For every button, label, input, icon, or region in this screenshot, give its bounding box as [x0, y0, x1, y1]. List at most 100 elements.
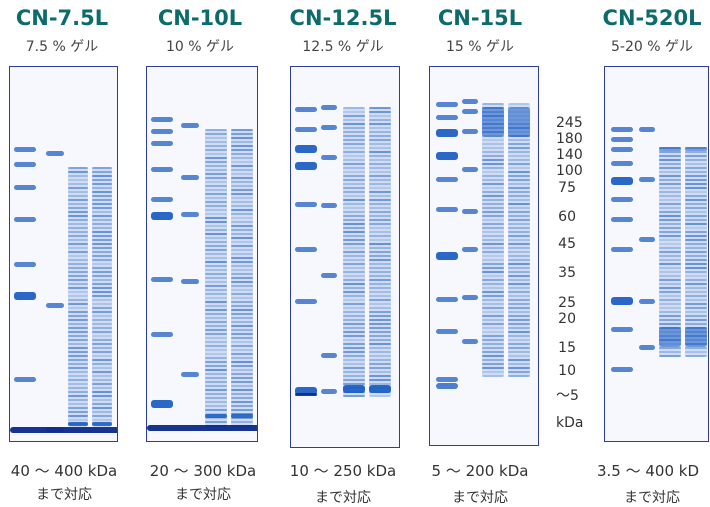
gel-band	[68, 411, 88, 413]
gel-band	[92, 187, 112, 189]
gel-band	[659, 247, 681, 249]
gel-bands	[147, 117, 257, 431]
gel-band	[482, 351, 504, 353]
mw-label-unit: kDa	[556, 415, 584, 431]
gel-band	[68, 295, 88, 297]
gel-band	[92, 251, 112, 253]
gel-range-note: まで対応	[452, 490, 508, 506]
gel-band	[343, 251, 365, 253]
gel-band	[205, 129, 227, 131]
gel-band	[482, 195, 504, 197]
gel-band	[14, 185, 36, 190]
gel-band	[508, 247, 530, 249]
gel-band	[295, 107, 317, 112]
gel-band	[343, 371, 365, 373]
gel-band	[369, 319, 391, 321]
gel-band	[343, 307, 365, 309]
gel-band	[321, 389, 337, 394]
gel-band	[508, 327, 530, 329]
gel-band	[92, 371, 112, 373]
gel-band	[462, 295, 478, 300]
gel-band	[92, 335, 112, 337]
gel-band	[659, 255, 681, 257]
gel-band	[508, 175, 530, 177]
gel-band	[68, 223, 88, 225]
gel-band	[685, 203, 707, 205]
gel-band	[685, 291, 707, 293]
gel-band	[205, 245, 227, 247]
gel-band	[369, 131, 391, 133]
gel-band	[92, 347, 112, 349]
gel-band	[508, 291, 530, 293]
gel-band	[343, 319, 365, 321]
gel-band	[205, 301, 227, 303]
gel-band	[343, 123, 365, 125]
gel-band	[343, 247, 365, 249]
gel-band	[369, 207, 391, 209]
gel-band	[231, 213, 253, 215]
gel-band	[231, 329, 253, 331]
gel-band	[92, 239, 112, 241]
gel-band	[68, 339, 88, 341]
gel-band	[92, 307, 112, 309]
gel-band	[369, 251, 391, 253]
gel-band	[68, 311, 88, 313]
gel-band	[685, 167, 707, 169]
gel-band	[369, 139, 391, 141]
gel-band	[343, 115, 365, 117]
gel-band	[231, 153, 253, 155]
gel-band	[482, 227, 504, 229]
gel-band	[436, 252, 458, 260]
gel-band	[343, 203, 365, 205]
gel-band	[685, 235, 707, 237]
gel-band	[462, 129, 478, 134]
gel-band	[343, 355, 365, 357]
gel-band	[295, 162, 317, 170]
gel-band	[68, 203, 88, 205]
gel-band	[508, 279, 530, 281]
gel-band	[68, 363, 88, 365]
gel-band	[659, 267, 681, 269]
gel-band	[343, 267, 365, 269]
gel-subtitle: 10 % ゲル	[165, 39, 235, 55]
gel-band	[68, 359, 88, 361]
gel-band	[343, 385, 365, 393]
gel-band	[659, 291, 681, 293]
gel-band	[231, 414, 253, 418]
gel-band	[482, 163, 504, 165]
gel-band	[205, 181, 227, 183]
gel-band	[482, 187, 504, 189]
gel-band	[685, 319, 707, 321]
gel-band	[508, 191, 530, 193]
gel-band	[205, 209, 227, 211]
gel-range-note: まで対応	[624, 490, 680, 506]
gel-band	[151, 141, 173, 146]
gel-band	[343, 167, 365, 169]
gel-range-note: まで対応	[36, 487, 92, 503]
gel-band	[231, 313, 253, 315]
gel-band	[92, 215, 112, 217]
gel-band	[68, 167, 88, 427]
gel-band	[68, 331, 88, 333]
gel-band	[659, 275, 681, 277]
gel-band	[205, 405, 227, 407]
gel-band	[295, 202, 317, 207]
gel-band	[231, 197, 253, 199]
gel-band	[321, 155, 337, 160]
gel-band	[231, 177, 253, 179]
gel-band	[151, 332, 173, 337]
gel-band	[343, 327, 365, 329]
gel-band	[343, 191, 365, 193]
gel-band	[343, 215, 365, 217]
gel-range-note: まで対応	[315, 490, 371, 506]
gel-band	[659, 323, 681, 325]
gel-band	[205, 197, 227, 199]
gel-band	[659, 279, 681, 281]
gel-band	[343, 303, 365, 305]
gel-band	[343, 195, 365, 197]
gel-band	[369, 271, 391, 273]
gel-band	[659, 235, 681, 237]
gel-band	[685, 151, 707, 153]
gel-band	[92, 387, 112, 389]
gel-band	[68, 303, 88, 305]
